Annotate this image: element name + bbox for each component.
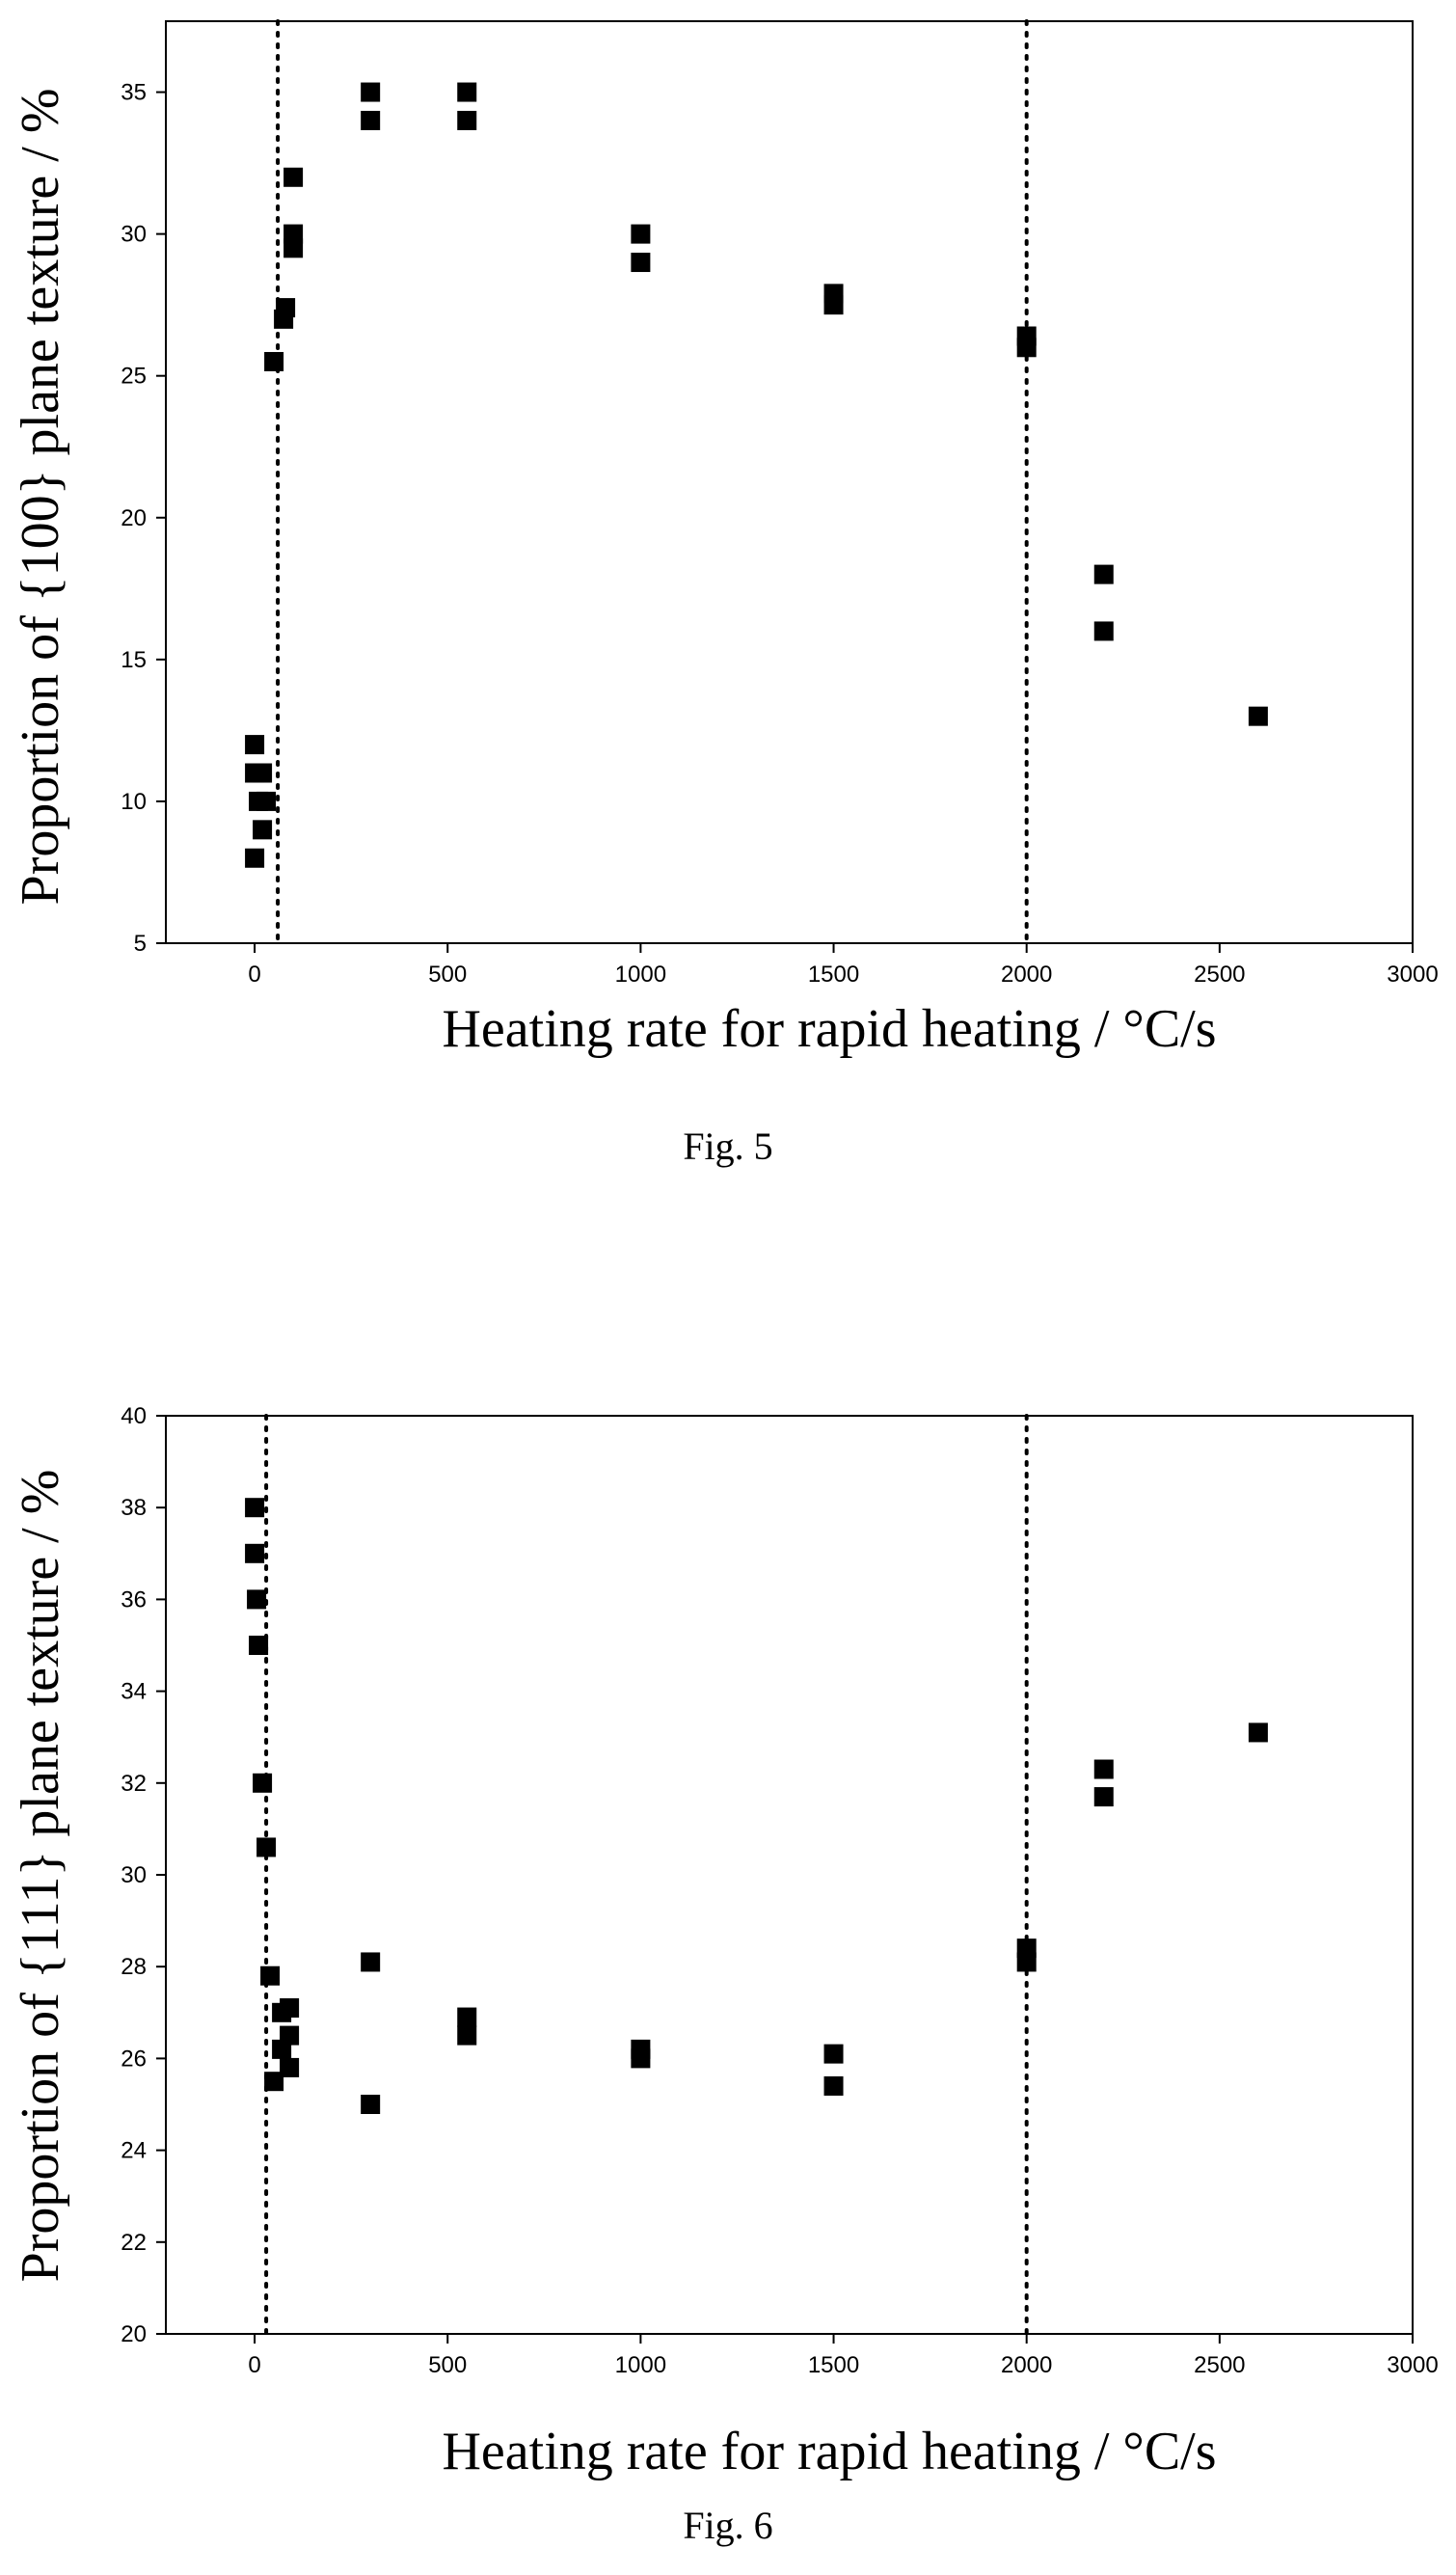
y-tick-label: 32 — [121, 1771, 147, 1797]
data-point — [823, 2075, 844, 2096]
data-point — [264, 351, 284, 371]
chart-fig6: 0 500 1000 1500 2000 2500 3000 20 22 24 26 28 30 32 34… — [11, 1403, 1439, 2481]
plot-area: 0 500 1000 1500 2000 2500 3000 20 22 24 26 28 30 32 34… — [11, 1403, 1439, 2481]
plot-frame — [165, 20, 1414, 944]
data-point — [823, 2044, 844, 2064]
data-point — [361, 82, 381, 102]
y-tick-label: 15 — [121, 647, 147, 673]
data-point — [280, 2025, 300, 2046]
data-point — [260, 1965, 281, 1986]
y-axis-title: Proportion of {111} plane texture / % — [11, 1470, 70, 2283]
data-point — [1248, 1722, 1268, 1743]
data-point — [457, 2007, 477, 2027]
plot-frame — [165, 1415, 1414, 2335]
x-tick-label: 0 — [248, 2352, 260, 2378]
data-point — [245, 1498, 265, 1518]
figure-caption-fig5: Fig. 5 — [683, 1125, 773, 1168]
y-tick-label: 20 — [121, 2321, 147, 2347]
x-tick-label: 2000 — [1001, 2352, 1052, 2378]
x-axis-title: Heating rate for rapid heating / °C/s — [442, 2422, 1216, 2481]
y-tick-label: 30 — [121, 1862, 147, 1888]
x-tick-label: 500 — [428, 2352, 467, 2378]
data-point — [1093, 1787, 1114, 1807]
data-point — [283, 167, 304, 187]
plot-area: 0 500 1000 1500 2000 2500 3000 5 10 15 20 25 30 35 Hea… — [11, 19, 1439, 1059]
data-point — [1093, 1759, 1114, 1779]
data-point — [631, 2048, 651, 2069]
data-point — [361, 2095, 381, 2114]
x-tick-label: 1000 — [615, 962, 666, 988]
data-point — [631, 224, 651, 244]
x-tick-label: 0 — [248, 962, 260, 988]
data-point — [631, 253, 651, 273]
y-tick-label: 38 — [121, 1495, 147, 1521]
data-point — [253, 763, 273, 783]
data-point — [280, 2057, 300, 2077]
data-point — [245, 1543, 265, 1563]
data-point — [256, 1837, 277, 1857]
data-point — [283, 224, 304, 244]
data-point — [253, 820, 273, 840]
y-tick-label: 28 — [121, 1954, 147, 1980]
data-point — [245, 735, 265, 755]
y-tick-label: 36 — [121, 1586, 147, 1613]
x-tick-label: 1000 — [615, 2352, 666, 2378]
y-tick-label: 34 — [121, 1679, 147, 1705]
y-tick-label: 20 — [121, 505, 147, 531]
x-tick-label: 2500 — [1194, 962, 1245, 988]
y-tick-label: 10 — [121, 789, 147, 815]
data-point — [1093, 621, 1114, 641]
x-tick-label: 2500 — [1194, 2352, 1245, 2378]
data-point — [247, 1589, 267, 1610]
data-point — [253, 1773, 273, 1793]
y-tick-label: 24 — [121, 2138, 147, 2164]
data-point — [457, 110, 477, 130]
y-tick-label: 22 — [121, 2230, 147, 2256]
y-tick-label: 5 — [134, 931, 147, 957]
data-point — [256, 791, 277, 811]
data-point — [1016, 1952, 1037, 1972]
data-point — [361, 1952, 381, 1972]
data-point — [245, 848, 265, 868]
x-axis-title: Heating rate for rapid heating / °C/s — [442, 999, 1216, 1059]
y-axis-title: Proportion of {100} plane texture / % — [11, 89, 70, 906]
data-point — [823, 284, 844, 304]
x-tick-label: 3000 — [1387, 962, 1438, 988]
data-point — [280, 1998, 300, 2019]
data-point — [457, 2025, 477, 2046]
data-point — [264, 2072, 284, 2092]
y-tick-label: 35 — [121, 80, 147, 106]
x-tick-label: 2000 — [1001, 962, 1052, 988]
data-point — [249, 1636, 269, 1655]
data-point — [1016, 326, 1037, 346]
figure-caption-fig6: Fig. 6 — [683, 2504, 773, 2547]
y-tick-label: 30 — [121, 222, 147, 248]
data-point — [361, 110, 381, 130]
y-tick-label: 26 — [121, 2046, 147, 2072]
y-tick-label: 40 — [121, 1403, 147, 1429]
x-tick-label: 1500 — [808, 2352, 859, 2378]
x-tick-label: 500 — [428, 962, 467, 988]
data-point — [1248, 706, 1268, 726]
y-tick-label: 25 — [121, 364, 147, 390]
x-tick-label: 3000 — [1387, 2352, 1438, 2378]
chart-fig5: 0 500 1000 1500 2000 2500 3000 5 10 15 20 25 30 35 Hea… — [11, 19, 1439, 1059]
data-point — [457, 82, 477, 102]
data-point — [276, 298, 296, 318]
data-point — [1093, 564, 1114, 584]
x-tick-label: 1500 — [808, 962, 859, 988]
